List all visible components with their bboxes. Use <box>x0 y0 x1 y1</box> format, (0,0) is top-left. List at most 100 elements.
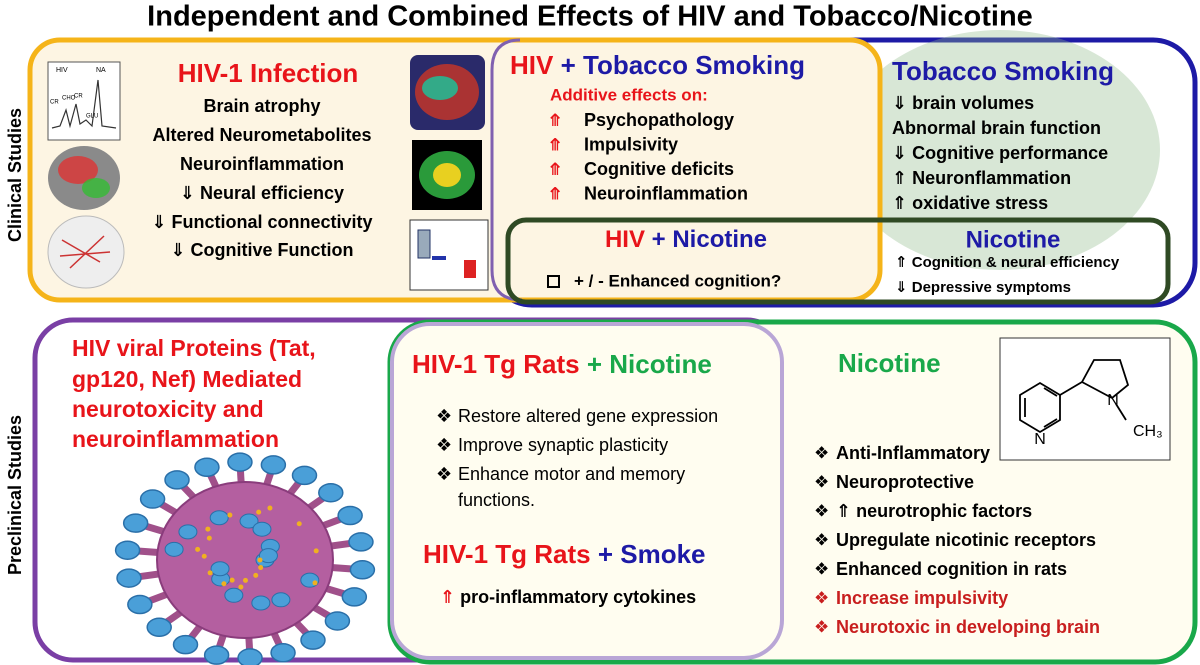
virus-dot <box>312 580 318 586</box>
virus-spike-head <box>349 560 376 580</box>
molecule-label: N <box>1034 431 1046 448</box>
item: Anti-Inflammatory <box>836 443 990 463</box>
virus-dot <box>229 577 235 583</box>
item: Neurotoxic in developing brain <box>836 617 1100 637</box>
item: ⇓ Cognitive performance <box>892 143 1108 163</box>
heading-part: + <box>598 539 613 569</box>
bar-image-bar <box>464 260 476 278</box>
subheading: Additive effects on: <box>550 85 708 104</box>
molecule-bonds <box>1019 359 1130 434</box>
virus-protein <box>271 592 291 608</box>
bullet: ❖ <box>436 435 452 455</box>
item-text: pro-inflammatory cytokines <box>460 587 696 607</box>
item: Neuroinflammation <box>180 154 344 174</box>
virus-dot <box>195 546 201 552</box>
virus-dot <box>227 512 233 518</box>
heading-part: Nicotine <box>609 349 712 379</box>
leaf-background <box>840 30 1160 270</box>
item: Enhanced cognition in rats <box>836 559 1067 579</box>
item: Altered Neurometabolites <box>152 125 371 145</box>
item: ⇑ pro-inflammatory cytokines <box>440 587 696 608</box>
virus-spike-head <box>127 594 153 615</box>
virus-spike-head <box>270 643 296 663</box>
arrow: ⇑ <box>440 587 455 608</box>
heading-part: + <box>652 226 666 253</box>
heading-part: HIV <box>605 226 645 253</box>
side-label: Preclinical Studies <box>5 415 25 575</box>
virus-dot <box>221 581 227 587</box>
virus-dot <box>242 577 248 583</box>
item: ⇓ brain volumes <box>892 93 1034 113</box>
virus-spike-head <box>203 645 230 665</box>
item: Psychopathology <box>584 110 734 130</box>
bullet: ❖ <box>814 501 829 520</box>
arrow: ⤊ <box>548 111 562 131</box>
virus-spike-head <box>114 540 141 560</box>
arrow: ⤊ <box>548 185 562 205</box>
item: Increase impulsivity <box>836 588 1008 608</box>
virus-dot <box>267 505 273 511</box>
bullet: ❖ <box>814 588 829 607</box>
virus-protein <box>210 561 230 577</box>
spectrum-label: CHO <box>62 96 76 102</box>
item: ⇑ Cognition & neural efficiency <box>895 254 1120 271</box>
item: Abnormal brain function <box>892 118 1101 138</box>
item: ⇓ Neural efficiency <box>180 183 344 203</box>
hiv-tobacco-border <box>490 38 523 302</box>
pet-shape <box>433 163 461 187</box>
checkbox-bullet <box>547 275 560 288</box>
virus-spike-head <box>146 617 172 638</box>
heading-part: HIV <box>510 50 554 80</box>
item: + / - Enhanced cognition? <box>574 271 781 290</box>
heading-part: + <box>587 349 602 379</box>
bullet: ❖ <box>814 443 829 462</box>
virus-spike-head <box>291 465 318 486</box>
arrow: ⤊ <box>548 160 562 180</box>
virus-spike-head <box>337 505 363 526</box>
molecule-label: N <box>1107 392 1119 409</box>
bar-image-bar <box>432 256 446 260</box>
heading-part: + <box>561 50 576 80</box>
item: neuroinflammation <box>72 426 279 452</box>
spectrum-label: CR <box>74 94 83 100</box>
item: ⇑ Neuronflammation <box>892 168 1071 188</box>
heading-part: Nicotine <box>672 226 767 253</box>
item: Neuroinflammation <box>584 183 748 203</box>
heading-part: HIV-1 Tg Rats <box>412 349 580 379</box>
molecule-label: CH₃ <box>1133 423 1163 440</box>
virus-spike-head <box>260 455 287 475</box>
item: ⇑ neurotrophic factors <box>836 501 1032 521</box>
virus-protein <box>209 510 229 526</box>
heading-part: HIV-1 Tg Rats <box>423 539 591 569</box>
virus-spike-head <box>116 568 142 588</box>
spectrum-label: GLU <box>86 114 98 120</box>
bullet: ❖ <box>814 472 829 491</box>
virus-protein <box>224 587 244 603</box>
virus-dot <box>206 535 212 541</box>
spectrum-label: HIV <box>56 67 68 74</box>
item: Upregulate nicotinic receptors <box>836 530 1096 550</box>
item: Restore altered gene expression <box>458 406 718 426</box>
item: Neuroprotective <box>836 472 974 492</box>
virus-dot <box>253 572 259 578</box>
section-heading: HIV + Tobacco Smoking <box>510 50 805 80</box>
virus-protein <box>252 521 272 537</box>
item: Improve synaptic plasticity <box>458 435 668 455</box>
item: Cognitive deficits <box>584 159 734 179</box>
section-heading: HIV-1 Infection <box>178 58 359 88</box>
section-heading: HIV-1 Tg Rats + Nicotine <box>412 349 712 379</box>
heading-part: Smoke <box>620 539 705 569</box>
item: ⇓ Depressive symptoms <box>895 279 1071 296</box>
section-heading: Nicotine <box>966 226 1061 253</box>
virus-spike-head <box>237 648 263 665</box>
item-list: ⤊ Psychopathology ⤊ Impulsivity ⤊ Cognitive d… <box>548 110 748 205</box>
virus-dot <box>256 509 262 515</box>
spectrum-label: CR <box>50 100 59 106</box>
virus-spike-head <box>172 634 199 655</box>
title: Independent and Combined Effects of HIV … <box>147 1 1033 33</box>
section-heading: Nicotine <box>838 348 941 378</box>
item: functions. <box>458 490 535 510</box>
section-heading: Tobacco Smoking <box>892 56 1114 86</box>
virus-body <box>156 481 334 639</box>
